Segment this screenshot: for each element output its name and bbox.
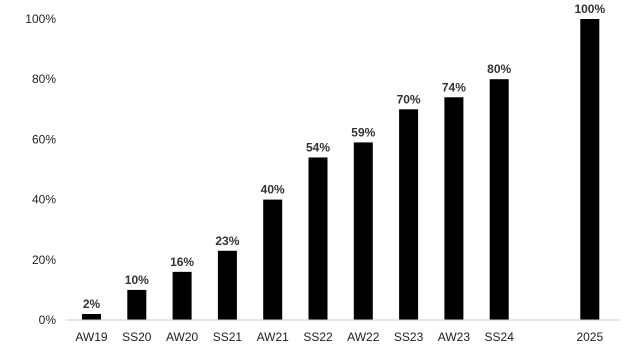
bar-aw20: [172, 271, 192, 320]
bar-value-label: 74%: [442, 80, 466, 94]
bar-value-label: 40%: [261, 183, 285, 197]
bar-value-label: 2%: [83, 297, 101, 311]
x-tick-label: SS24: [485, 330, 515, 344]
x-tick-label: SS23: [394, 330, 424, 344]
x-tick-label: SS21: [213, 330, 243, 344]
bar-ss21: [217, 250, 237, 320]
bars: [82, 19, 600, 320]
bar-ss20: [127, 289, 147, 320]
y-axis-ticks: 0% 20% 40% 60% 80% 100%: [25, 12, 56, 327]
bar-ss24: [489, 79, 509, 320]
x-tick-label: AW23: [438, 330, 471, 344]
bar-aw22: [353, 142, 373, 320]
x-tick-label: SS20: [122, 330, 152, 344]
x-tick-label: SS22: [303, 330, 333, 344]
bar-value-label: 59%: [351, 125, 375, 139]
y-tick-label: 40%: [32, 193, 56, 207]
y-tick-label: 100%: [25, 12, 56, 26]
bar-2025: [580, 19, 600, 320]
bar-ss23: [399, 109, 419, 320]
bar-value-label: 80%: [487, 62, 511, 76]
bar-aw21: [263, 199, 283, 320]
x-axis-ticks: AW19 SS20 AW20 SS21 AW21 SS22 AW22 SS23 AW23 SS24…: [75, 330, 603, 344]
bar-value-label: 10%: [125, 273, 149, 287]
x-tick-label: AW19: [75, 330, 108, 344]
x-tick-label: AW22: [347, 330, 380, 344]
bar-ss22: [308, 157, 328, 320]
x-tick-label: 2025: [576, 330, 603, 344]
y-tick-label: 0%: [39, 313, 57, 327]
y-tick-label: 60%: [32, 132, 56, 146]
bar-aw23: [444, 97, 464, 320]
bar-value-label: 54%: [306, 140, 330, 154]
bar-value-labels: 2% 10% 16% 23% 40% 54% 59% 70% 74% 80% 100%: [83, 2, 606, 311]
bar-aw19: [82, 313, 101, 320]
x-tick-label: AW21: [257, 330, 290, 344]
bar-value-label: 16%: [170, 255, 194, 269]
bar-value-label: 23%: [215, 234, 239, 248]
bar-value-label: 100%: [574, 2, 605, 16]
y-tick-label: 80%: [32, 72, 56, 86]
y-tick-label: 20%: [32, 253, 56, 267]
x-tick-label: AW20: [166, 330, 199, 344]
bar-value-label: 70%: [397, 92, 421, 106]
